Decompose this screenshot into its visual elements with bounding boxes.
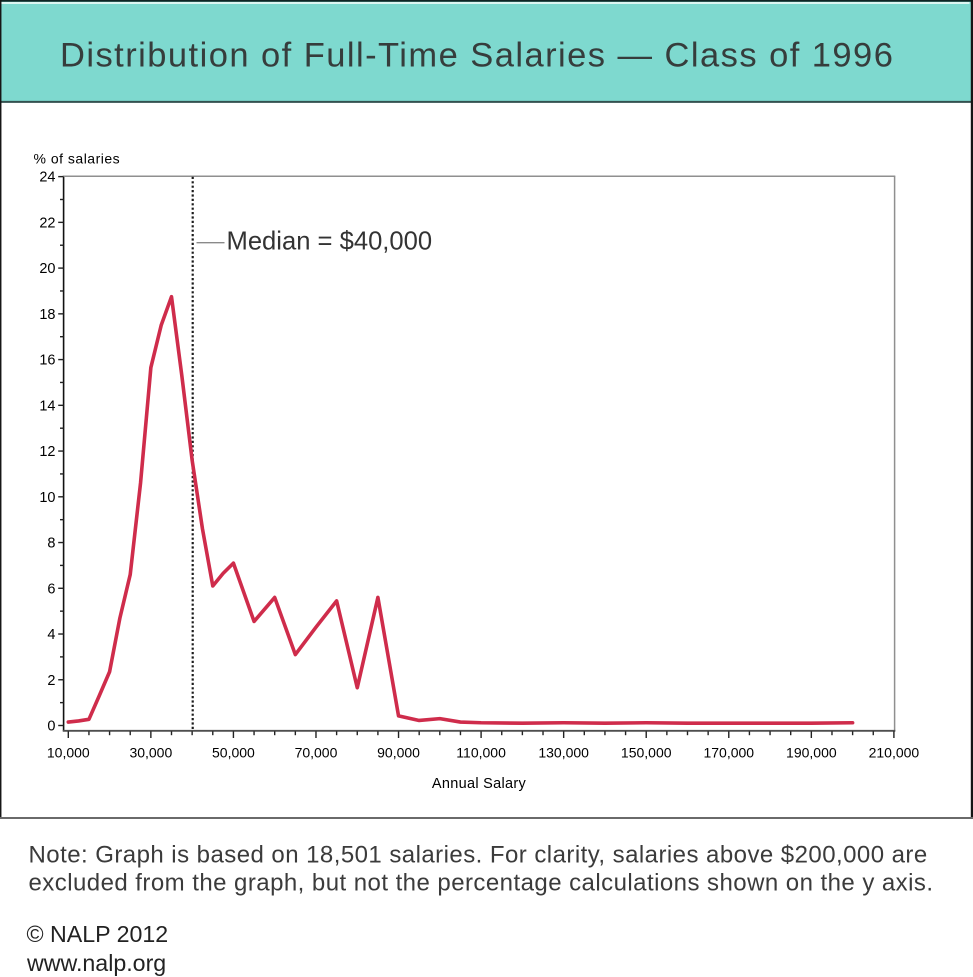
svg-text:110,000: 110,000 <box>456 745 506 761</box>
svg-text:% of salaries: % of salaries <box>34 150 121 166</box>
svg-text:10: 10 <box>39 490 55 506</box>
svg-text:24: 24 <box>39 170 55 186</box>
svg-text:190,000: 190,000 <box>786 745 837 761</box>
svg-text:www.nalp.org: www.nalp.org <box>26 950 166 976</box>
svg-text:10,000: 10,000 <box>47 745 90 761</box>
svg-text:14: 14 <box>39 398 55 414</box>
svg-text:Annual Salary: Annual Salary <box>432 776 527 792</box>
svg-text:0: 0 <box>47 719 55 735</box>
svg-text:6: 6 <box>47 581 55 597</box>
svg-text:70,000: 70,000 <box>295 745 338 761</box>
svg-text:210,000: 210,000 <box>869 745 920 761</box>
svg-text:90,000: 90,000 <box>377 745 420 761</box>
svg-text:2: 2 <box>47 673 55 689</box>
svg-text:22: 22 <box>39 215 55 231</box>
svg-text:18: 18 <box>39 307 55 323</box>
svg-text:150,000: 150,000 <box>621 745 672 761</box>
svg-text:50,000: 50,000 <box>212 745 255 761</box>
svg-text:4: 4 <box>47 627 55 643</box>
svg-text:12: 12 <box>39 444 55 460</box>
svg-text:© NALP 2012: © NALP 2012 <box>27 921 169 947</box>
svg-text:excluded from the graph, but n: excluded from the graph, but not the per… <box>29 870 934 897</box>
svg-text:Distribution of Full-Time Sala: Distribution of Full-Time Salaries — Cla… <box>60 37 894 75</box>
svg-text:16: 16 <box>39 353 55 369</box>
svg-text:20: 20 <box>39 261 55 277</box>
svg-text:8: 8 <box>47 536 55 552</box>
svg-text:170,000: 170,000 <box>703 745 754 761</box>
svg-text:130,000: 130,000 <box>538 745 589 761</box>
svg-text:Median = $40,000: Median = $40,000 <box>227 227 433 255</box>
svg-text:Note: Graph is based on 18,501: Note: Graph is based on 18,501 salaries.… <box>29 842 928 869</box>
svg-text:30,000: 30,000 <box>129 745 172 761</box>
